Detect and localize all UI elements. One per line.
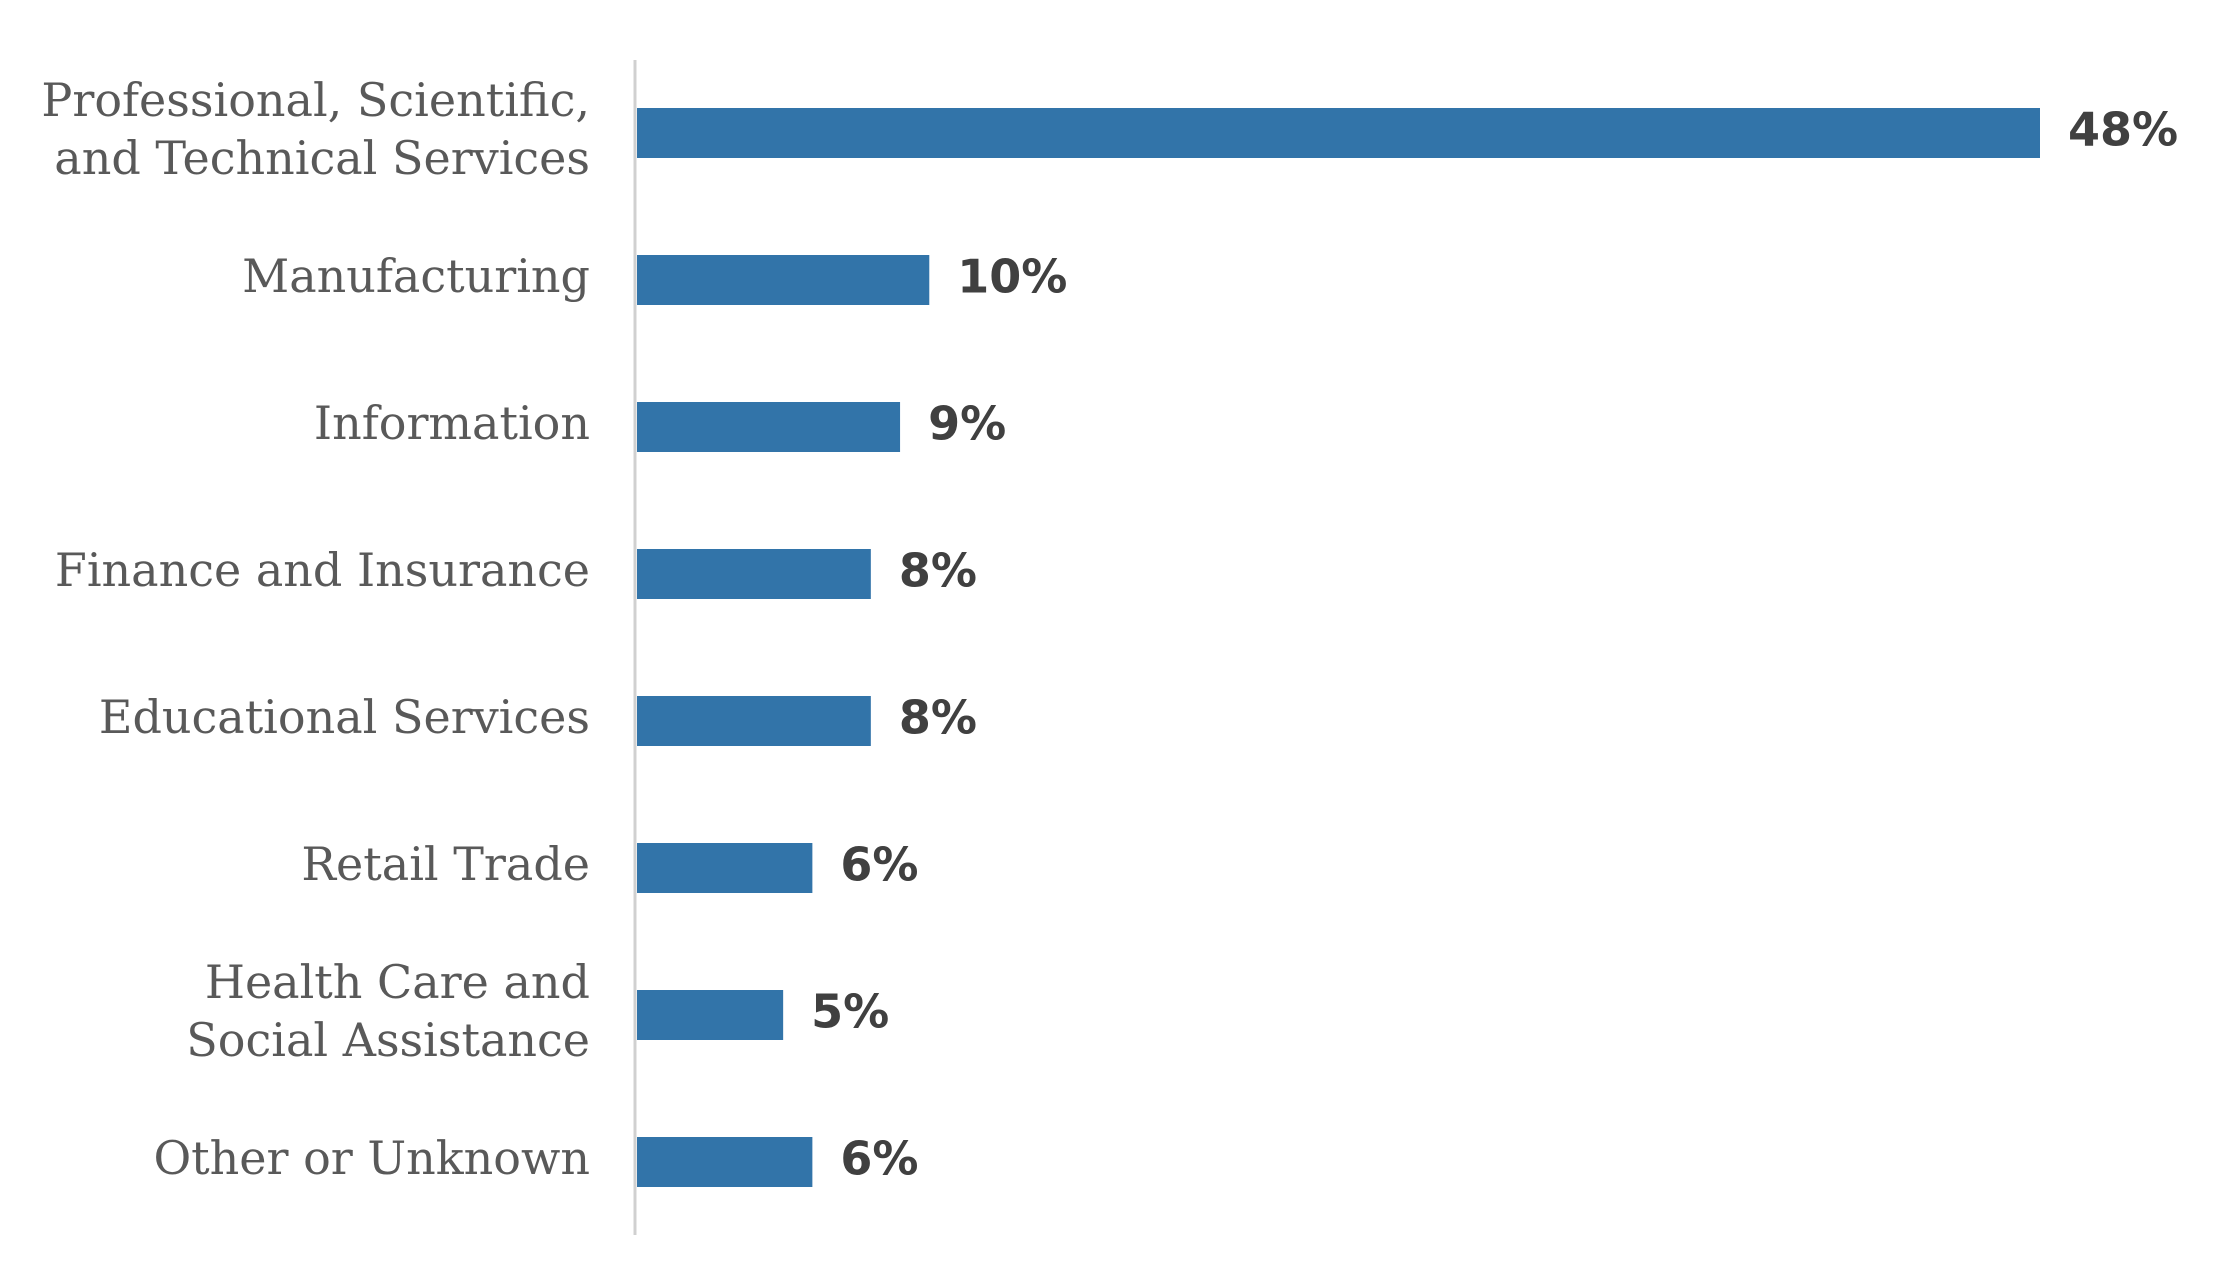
category-label-finance-and-insurance: Finance and Insurance (55, 543, 590, 597)
bar-finance-and-insurance (637, 549, 871, 599)
bar-retail-trade (637, 843, 813, 893)
bar-other-or-unknown (637, 1137, 813, 1187)
category-label-information: Information (314, 396, 590, 450)
bar-information (637, 402, 901, 452)
value-label-retail-trade: 6% (840, 838, 918, 892)
category-label-health-care-and-social-assistance: Health Care and Social Assistance (186, 955, 590, 1067)
value-label-manufacturing: 10% (957, 250, 1067, 304)
bar-professional-scientific-and-technical-services (637, 108, 2040, 158)
value-label-finance-and-insurance: 8% (899, 544, 977, 598)
bar-manufacturing (637, 255, 930, 305)
bar-health-care-and-social-assistance (637, 990, 784, 1040)
value-label-information: 9% (928, 397, 1006, 451)
value-label-professional-scientific-and-technical-services: 48% (2068, 103, 2178, 157)
bar-educational-services (637, 696, 871, 746)
value-label-educational-services: 8% (899, 691, 977, 745)
category-label-professional-scientific-and-technical-services: Professional, Scientific, and Technical S… (41, 73, 590, 185)
category-labels-group: Professional, Scientific, and Technical S… (41, 73, 590, 1185)
value-labels-group: 48% 10% 9% 8% 8% 6% 5% 6% (811, 103, 2178, 1186)
bars-group (637, 108, 2040, 1187)
value-label-other-or-unknown: 6% (840, 1132, 918, 1186)
category-label-manufacturing: Manufacturing (242, 249, 590, 303)
value-label-health-care-and-social-assistance: 5% (811, 985, 889, 1039)
category-label-other-or-unknown: Other or Unknown (153, 1131, 590, 1185)
category-label-retail-trade: Retail Trade (301, 837, 590, 891)
category-label-educational-services: Educational Services (99, 690, 590, 744)
